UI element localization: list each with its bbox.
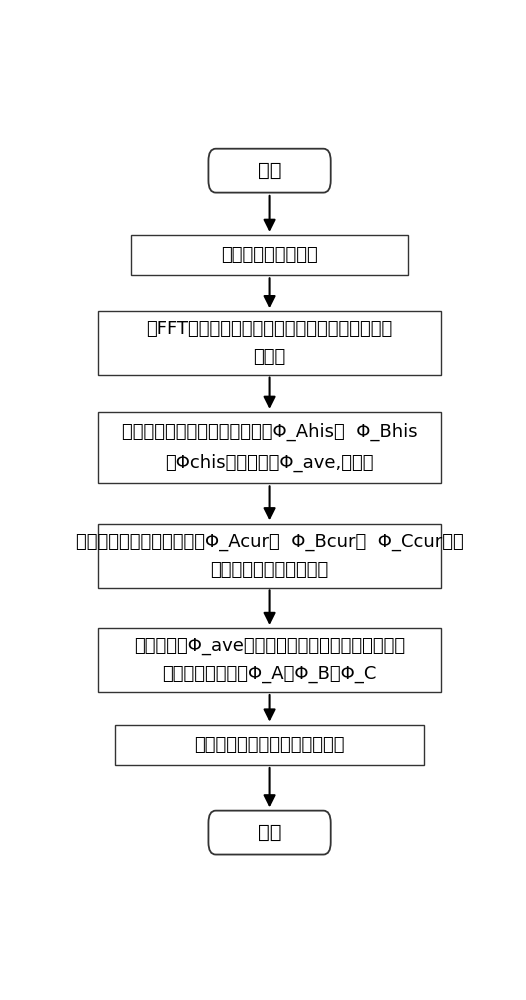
Bar bbox=[98, 524, 441, 588]
Text: ，Φchis，求平均值Φ_ave,并存储: ，Φchis，求平均值Φ_ave,并存储 bbox=[165, 454, 374, 472]
Text: 结束: 结束 bbox=[258, 823, 281, 842]
Text: 当前电流电压夹角Φ_A，Φ_B，Φ_C: 当前电流电压夹角Φ_A，Φ_B，Φ_C bbox=[163, 665, 377, 683]
FancyBboxPatch shape bbox=[208, 811, 331, 855]
Bar bbox=[98, 412, 441, 483]
Text: 根据当前三相电流电压夹角Φ_Acur，  Φ_Bcur，  Φ_Ccur计算: 根据当前三相电流电压夹角Φ_Acur， Φ_Bcur， Φ_Ccur计算 bbox=[76, 533, 463, 551]
Bar bbox=[98, 311, 441, 375]
Text: 稳定运行后对三相电流电压夹角Φ_Ahis，  Φ_Bhis: 稳定运行后对三相电流电压夹角Φ_Ahis， Φ_Bhis bbox=[122, 423, 418, 441]
Bar bbox=[131, 235, 408, 275]
Text: 值滤波: 值滤波 bbox=[254, 348, 286, 366]
Text: 电流电压夹角的变化量。: 电流电压夹角的变化量。 bbox=[210, 561, 329, 579]
Text: 电流电压采样值信号: 电流电压采样值信号 bbox=[221, 246, 318, 264]
Bar bbox=[115, 725, 424, 765]
Bar bbox=[98, 628, 441, 692]
FancyBboxPatch shape bbox=[208, 149, 331, 193]
Text: 基波法计算避雷器三相阻性电流: 基波法计算避雷器三相阻性电流 bbox=[194, 736, 345, 754]
Text: 根据平均值Φ_ave和当前电流电压夹角的变化量计算: 根据平均值Φ_ave和当前电流电压夹角的变化量计算 bbox=[134, 637, 405, 655]
Text: 开始: 开始 bbox=[258, 161, 281, 180]
Text: 经FFT算法计算得相位角及电流有效值，并进行中: 经FFT算法计算得相位角及电流有效值，并进行中 bbox=[146, 320, 393, 338]
